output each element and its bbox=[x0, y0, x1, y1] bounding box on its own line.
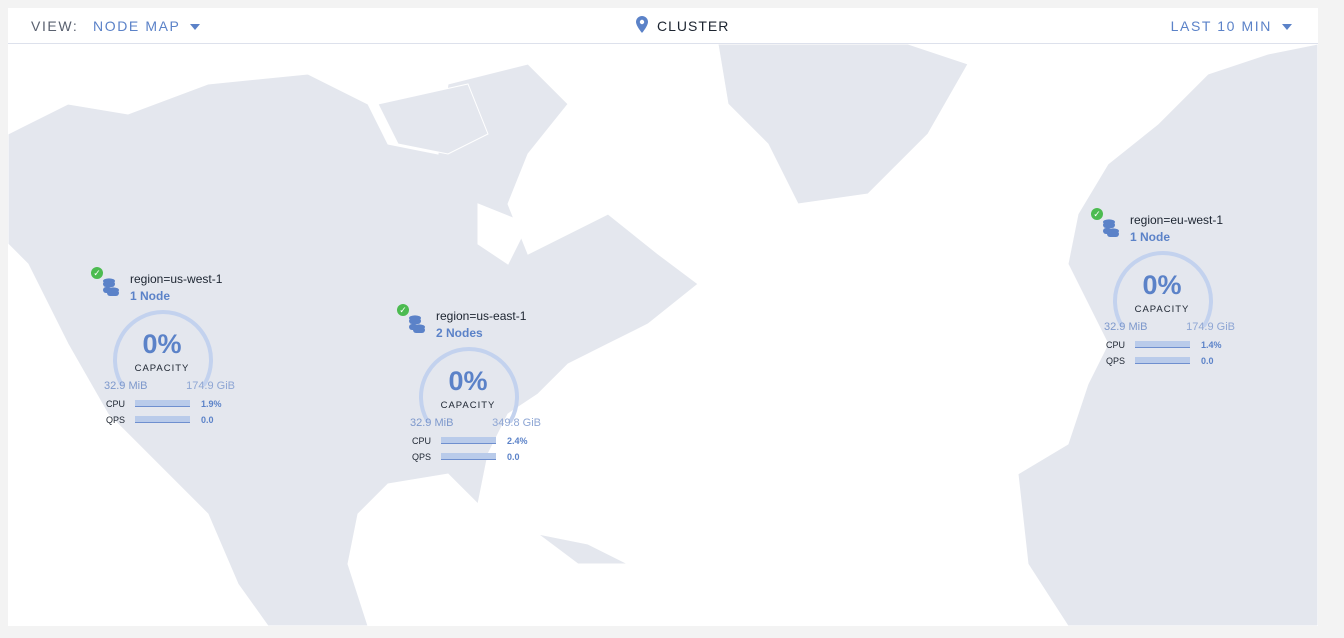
qps-sparkline bbox=[1135, 357, 1190, 364]
cpu-sparkline bbox=[135, 400, 190, 407]
breadcrumb-cluster[interactable]: CLUSTER bbox=[657, 18, 730, 34]
qps-sparkline bbox=[441, 453, 496, 460]
node-count[interactable]: 2 Nodes bbox=[436, 326, 483, 340]
time-range-dropdown[interactable]: LAST 10 MIN bbox=[1171, 18, 1292, 34]
capacity-percent: 0% bbox=[448, 366, 488, 396]
used-storage: 32.9 MiB bbox=[410, 417, 454, 429]
cpu-value: 1.9% bbox=[201, 399, 222, 409]
view-label: VIEW: bbox=[31, 18, 79, 34]
qps-value: 0.0 bbox=[1201, 356, 1214, 366]
region-cluster[interactable]: ✓ region=eu-west-1 1 Node 0% CAPACITY 32… bbox=[1091, 208, 1251, 378]
qps-value: 0.0 bbox=[201, 415, 214, 425]
total-storage: 349.8 GiB bbox=[492, 417, 541, 429]
map-land bbox=[8, 43, 1318, 626]
cpu-label: CPU bbox=[1106, 340, 1126, 350]
view-dropdown[interactable]: NODE MAP bbox=[93, 18, 201, 34]
node-count[interactable]: 1 Node bbox=[1130, 230, 1171, 244]
region-label[interactable]: region=us-east-1 bbox=[436, 309, 527, 323]
node-count[interactable]: 1 Node bbox=[130, 289, 171, 303]
qps-label: QPS bbox=[412, 452, 432, 462]
total-storage: 174.9 GiB bbox=[186, 380, 235, 392]
cpu-label: CPU bbox=[412, 436, 432, 446]
used-storage: 32.9 MiB bbox=[104, 380, 148, 392]
total-storage: 174.9 GiB bbox=[1186, 321, 1235, 333]
cpu-value: 2.4% bbox=[507, 436, 528, 446]
region-cluster[interactable]: ✓ region=us-west-1 1 Node 0% CAPACITY 32… bbox=[91, 267, 251, 437]
region-label[interactable]: region=us-west-1 bbox=[130, 272, 223, 286]
node-map-panel: VIEW: NODE MAP CLUSTER LAST 10 MIN ✓ reg… bbox=[8, 8, 1318, 626]
capacity-percent: 0% bbox=[142, 329, 182, 359]
capacity-gauge bbox=[113, 310, 213, 386]
capacity-percent: 0% bbox=[1142, 270, 1182, 300]
location-pin-icon bbox=[636, 16, 648, 36]
header-bar: VIEW: NODE MAP CLUSTER LAST 10 MIN bbox=[8, 8, 1318, 44]
cpu-sparkline bbox=[1135, 341, 1190, 348]
qps-sparkline bbox=[135, 416, 190, 423]
capacity-label: CAPACITY bbox=[134, 363, 190, 374]
capacity-gauge bbox=[419, 347, 519, 423]
world-map[interactable] bbox=[8, 43, 1318, 626]
cpu-label: CPU bbox=[106, 399, 126, 409]
time-range-value: LAST 10 MIN bbox=[1170, 18, 1272, 34]
cpu-value: 1.4% bbox=[1201, 340, 1222, 350]
qps-label: QPS bbox=[1106, 356, 1126, 366]
chevron-down-icon bbox=[190, 24, 201, 31]
qps-value: 0.0 bbox=[507, 452, 520, 462]
region-label[interactable]: region=eu-west-1 bbox=[1130, 213, 1224, 227]
capacity-label: CAPACITY bbox=[1134, 304, 1190, 315]
capacity-gauge bbox=[1113, 251, 1213, 327]
capacity-label: CAPACITY bbox=[440, 400, 496, 411]
healthy-check-icon: ✓ bbox=[397, 304, 409, 316]
qps-label: QPS bbox=[106, 415, 126, 425]
database-icon bbox=[408, 315, 426, 340]
view-value: NODE MAP bbox=[93, 18, 181, 34]
region-cluster[interactable]: ✓ region=us-east-1 2 Nodes 0% CAPACITY 3… bbox=[397, 304, 557, 474]
chevron-down-icon bbox=[1282, 24, 1292, 31]
cpu-sparkline bbox=[441, 437, 496, 444]
database-icon bbox=[102, 278, 120, 303]
database-icon bbox=[1102, 219, 1120, 244]
scrollbar-track[interactable] bbox=[1318, 0, 1344, 638]
used-storage: 32.9 MiB bbox=[1104, 321, 1148, 333]
healthy-check-icon: ✓ bbox=[1091, 208, 1103, 220]
healthy-check-icon: ✓ bbox=[91, 267, 103, 279]
